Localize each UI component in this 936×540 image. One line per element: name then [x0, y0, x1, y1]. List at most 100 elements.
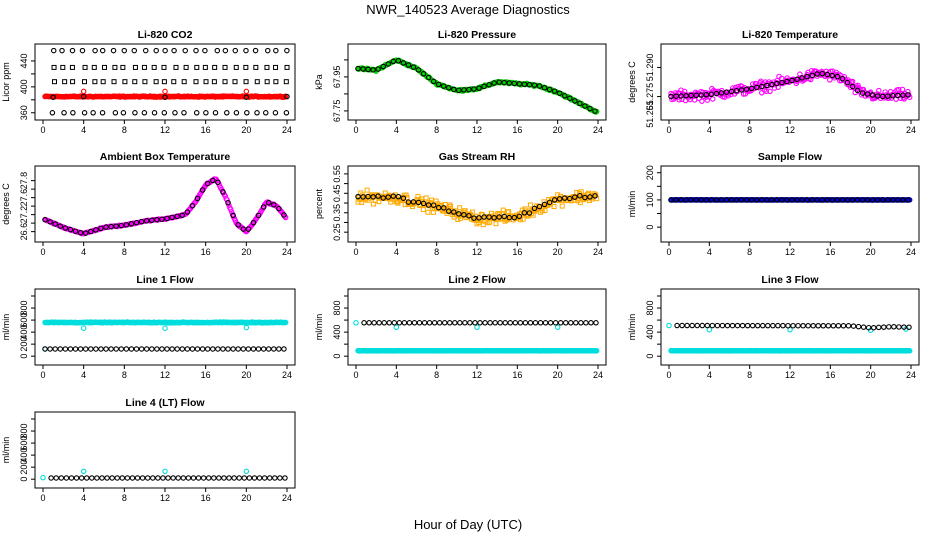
data-point	[128, 346, 135, 352]
y-axis-label: ml/min	[1, 437, 11, 464]
data-point	[541, 201, 548, 208]
data-point	[159, 346, 165, 352]
data-point	[462, 320, 468, 326]
data-point	[222, 64, 228, 70]
x-tick-label: 8	[122, 125, 127, 135]
data-point	[230, 346, 236, 352]
data-point	[222, 79, 228, 85]
data-point	[162, 468, 168, 475]
data-point	[123, 346, 130, 352]
y-axis-label: ml/min	[1, 314, 11, 341]
data-point	[99, 475, 105, 481]
panel-title: Line 2 Flow	[448, 274, 506, 286]
data-point	[723, 197, 730, 203]
data-point	[421, 320, 428, 326]
data-point	[709, 322, 716, 329]
data-point	[520, 216, 526, 222]
x-tick-label: 20	[553, 125, 563, 135]
data-point	[42, 216, 48, 223]
data-point	[355, 193, 361, 200]
data-point	[245, 226, 252, 232]
data-point	[775, 322, 781, 329]
data-point	[110, 47, 117, 54]
data-point	[704, 322, 711, 329]
data-point	[587, 194, 593, 200]
panel-6: Sample Flow ml/min 0 100 200 0 4 8 12 16 20 24	[627, 151, 920, 257]
data-point	[469, 209, 475, 215]
data-point	[739, 322, 746, 329]
data-point	[400, 195, 407, 201]
data-point	[67, 346, 74, 352]
y-tick-label: 800	[332, 301, 342, 316]
data-point	[365, 193, 371, 200]
data-point	[77, 346, 84, 352]
data-point	[225, 199, 231, 206]
plot-frame	[347, 165, 607, 243]
data-point	[215, 179, 221, 186]
data-point	[708, 197, 715, 203]
data-point	[461, 87, 467, 93]
data-point	[760, 322, 766, 329]
data-point	[774, 197, 780, 203]
data-point	[493, 221, 499, 227]
data-point	[829, 72, 836, 79]
x-tick-label: 0	[353, 247, 358, 257]
data-point	[153, 47, 159, 54]
data-point	[53, 475, 59, 481]
data-point	[574, 189, 580, 195]
data-point	[220, 346, 226, 352]
plot-frame	[660, 165, 920, 243]
panel-title: Li-820 Temperature	[742, 29, 838, 41]
x-tick-label: 8	[747, 247, 752, 257]
data-point	[255, 212, 262, 219]
data-point	[844, 79, 851, 86]
data-point	[108, 223, 114, 230]
data-point	[410, 199, 417, 205]
data-point	[881, 324, 887, 330]
data-point	[592, 108, 598, 114]
x-tick-label: 12	[785, 125, 795, 135]
data-point	[526, 81, 533, 88]
data-point	[128, 221, 135, 227]
data-point	[706, 326, 713, 333]
y-tick-label: 67.75	[332, 100, 342, 123]
y-tick-label: 51.275	[645, 83, 655, 111]
data-point	[58, 475, 65, 481]
data-point	[496, 214, 502, 220]
x-tick-label: 12	[785, 370, 795, 380]
data-point	[120, 64, 126, 70]
data-point	[224, 110, 230, 116]
data-point	[501, 213, 507, 220]
data-point	[744, 322, 751, 329]
data-point	[835, 323, 842, 329]
data-point	[770, 322, 776, 329]
data-point	[880, 197, 886, 203]
x-tick-label: 16	[201, 493, 211, 503]
data-point	[849, 83, 856, 90]
data-point	[890, 197, 896, 203]
data-point	[699, 322, 706, 329]
data-point	[556, 90, 563, 96]
data-point	[466, 86, 472, 93]
data-point	[689, 322, 695, 329]
data-point	[50, 47, 57, 54]
data-point	[133, 346, 140, 352]
data-point	[754, 322, 761, 329]
data-point	[284, 93, 290, 100]
data-point	[784, 197, 790, 203]
data-point	[63, 475, 70, 481]
x-tick-label: 0	[40, 370, 45, 380]
data-point	[375, 66, 381, 72]
x-tick-label: 4	[707, 125, 712, 135]
data-point	[480, 222, 486, 228]
data-point	[261, 475, 268, 481]
data-point	[381, 320, 387, 326]
data-point	[441, 320, 448, 326]
data-point	[273, 64, 279, 70]
data-point	[507, 320, 514, 326]
data-point	[759, 90, 765, 96]
data-point	[271, 346, 277, 352]
data-point	[854, 197, 861, 203]
data-point	[723, 89, 730, 95]
